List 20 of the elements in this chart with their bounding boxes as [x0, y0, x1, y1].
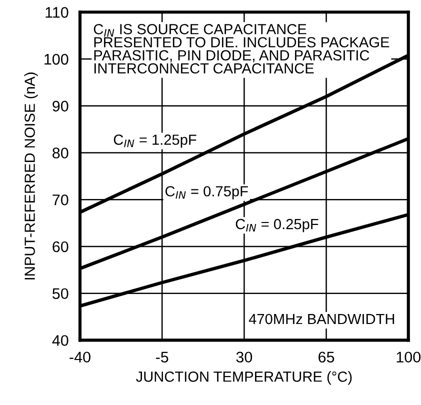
- y-tick-label: 100: [44, 54, 68, 65]
- y-tick-label: 70: [52, 194, 68, 206]
- y-tick-label: 80: [52, 148, 68, 158]
- x-axis-title: JUNCTION TEMPERATURE (°C): [136, 371, 352, 385]
- annotation: C$_{IN}$ IS SOURCE CAPACITANCE PRESENTED TO DIE. INCLUDES PACKAGE PARASITIC, PIN DIODE, AND PARASITIC INTERCONNECT CAPACITANCE: [94, 24, 390, 74]
- x-tick-label: 100: [396, 352, 421, 363]
- annotation: 470MHz BANDWIDTH: [248, 314, 394, 324]
- x-tick-label: 65: [318, 352, 334, 363]
- x-tick-label: -5: [156, 352, 168, 363]
- x-tick-label: 30: [236, 352, 252, 363]
- y-tick-label: 90: [52, 100, 68, 112]
- y-tick-label: 40: [52, 335, 68, 346]
- x-tick-label: -40: [70, 352, 90, 363]
- y-tick-label: 110: [46, 7, 68, 18]
- series-label: C$_{IN}$ = 0.25pF: [236, 218, 318, 232]
- series-label: C$_{IN}$ = 0.75pF: [165, 186, 248, 200]
- y-tick-label: 60: [52, 241, 68, 252]
- y-axis-title: INPUT-REFERRED NOISE (nA): [24, 72, 38, 280]
- series-label: C$_{IN}$ = 1.25pF: [114, 134, 196, 148]
- y-tick-label: 50: [52, 288, 68, 300]
